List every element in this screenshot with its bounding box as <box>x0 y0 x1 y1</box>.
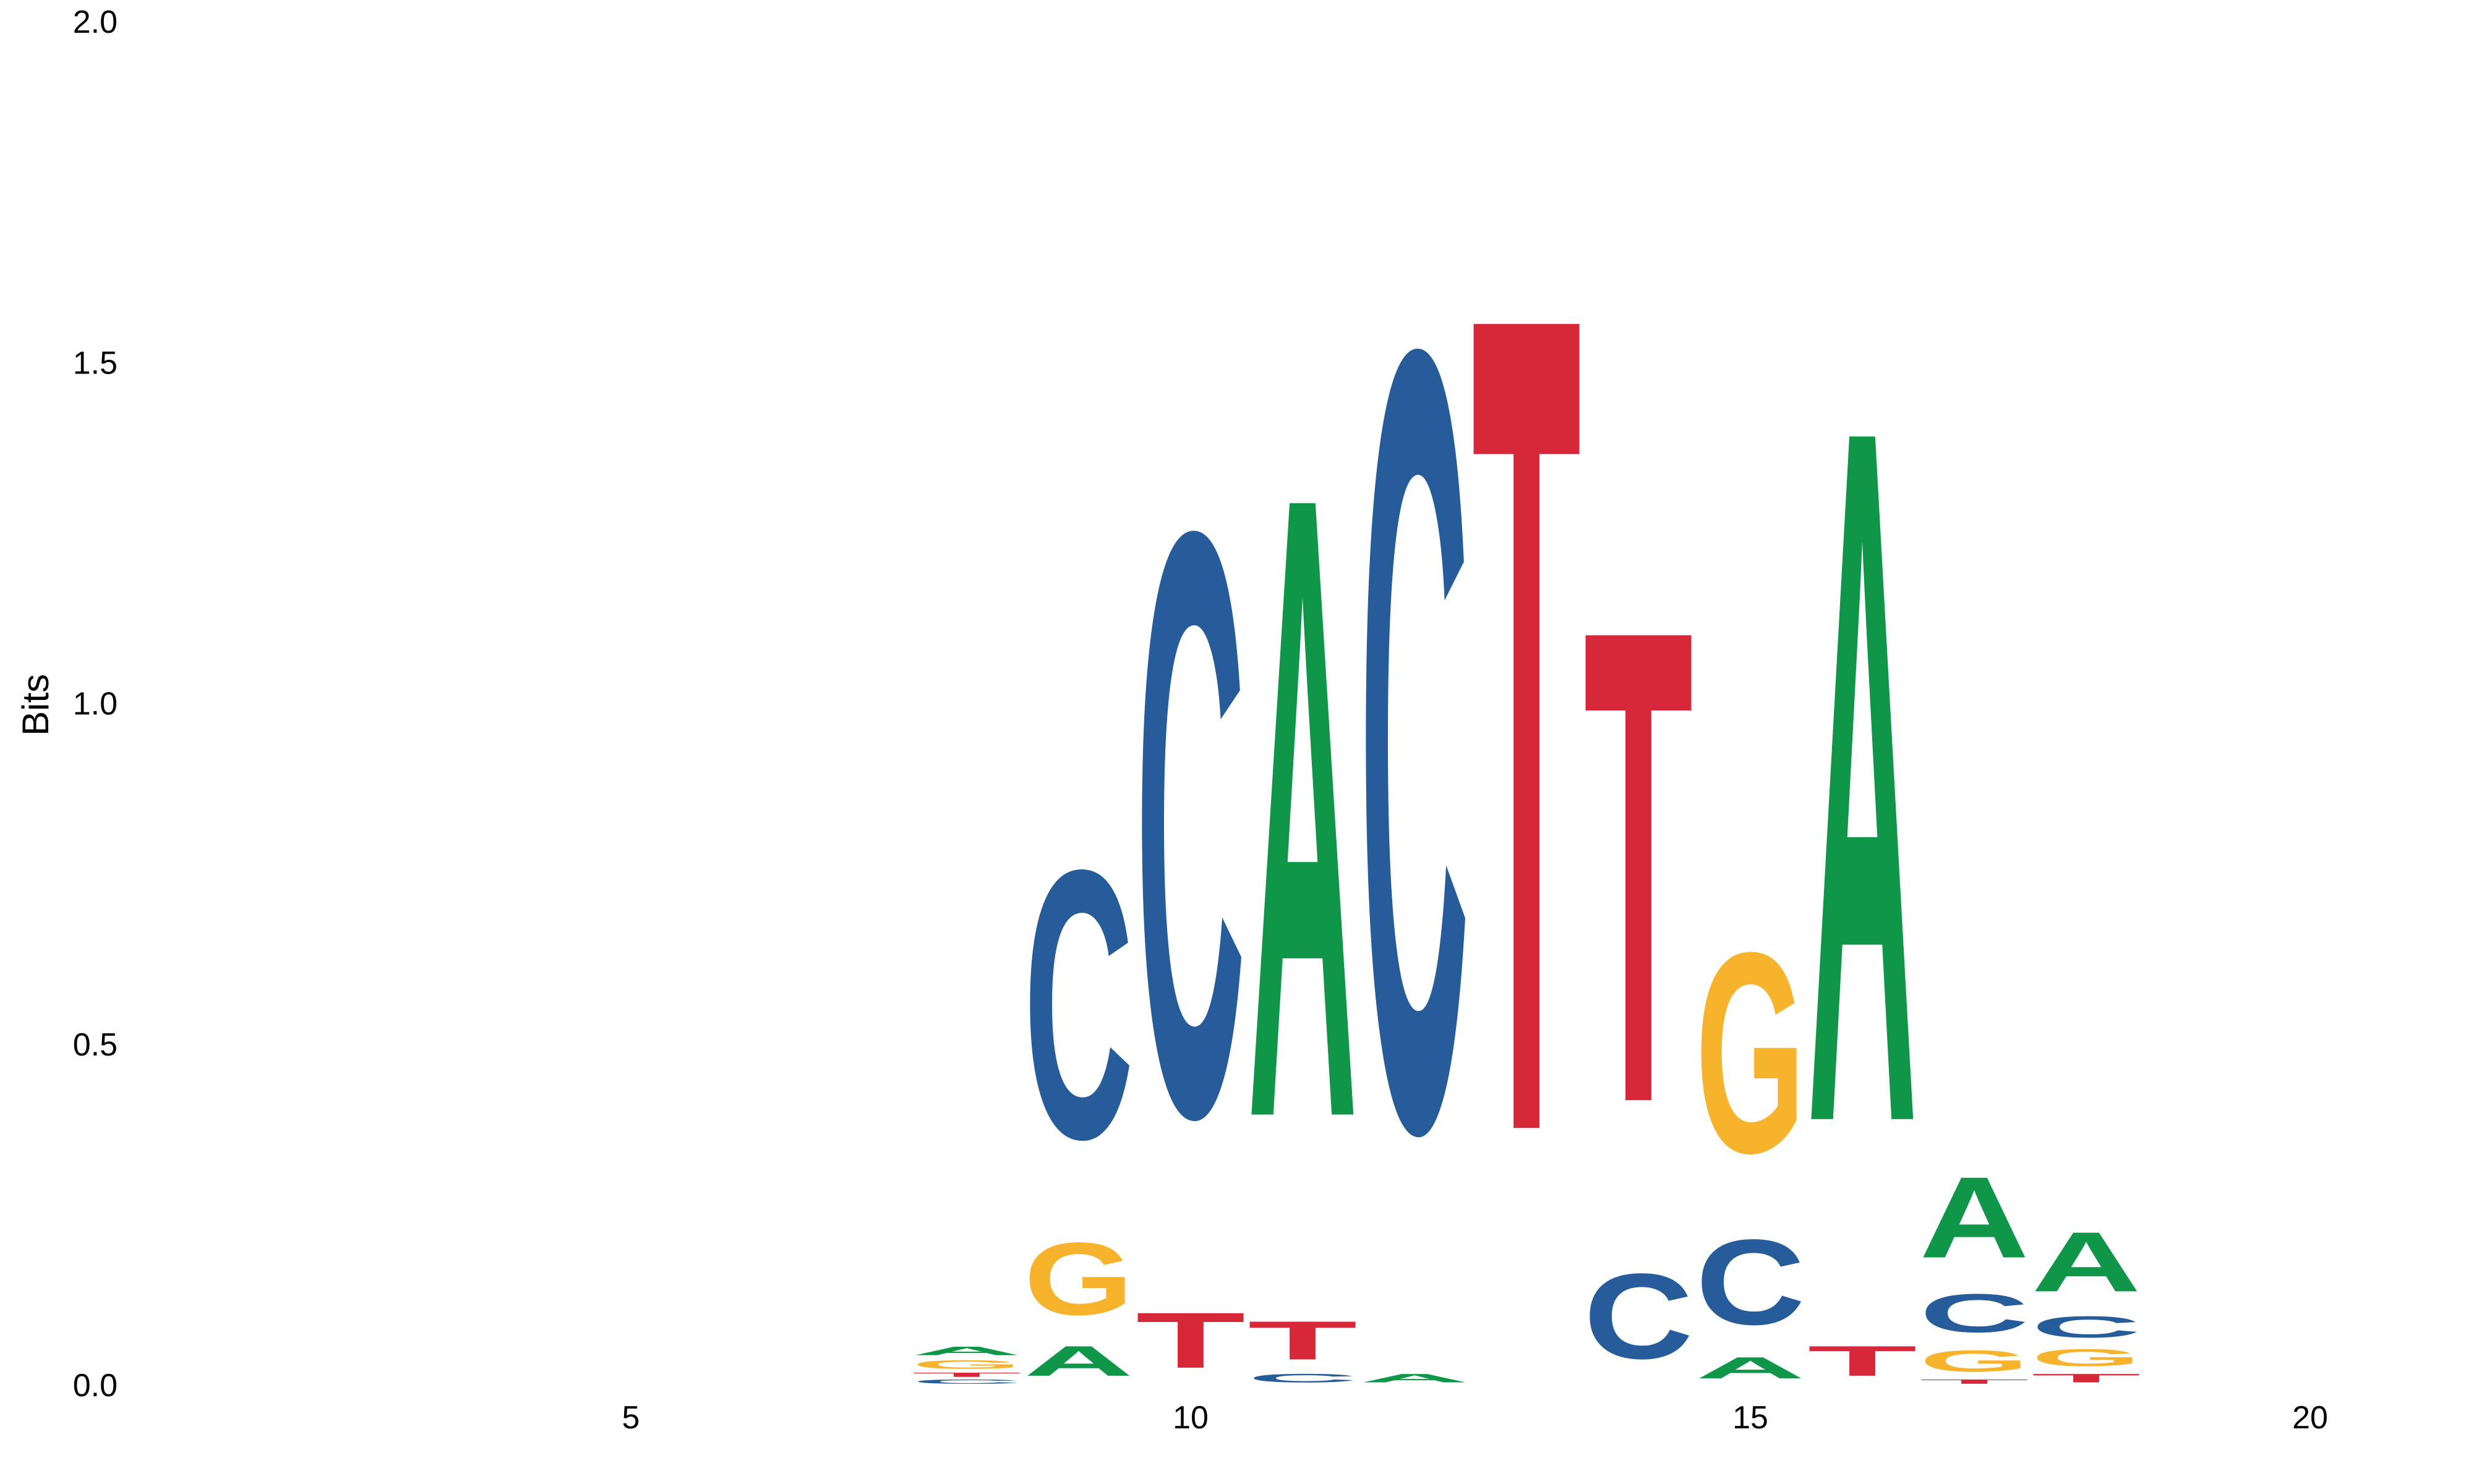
logo-letter-t: T <box>1807 1337 1917 1384</box>
logo-letter-a: A <box>1359 1371 1469 1385</box>
logo-letter-g: G <box>1695 893 1805 1213</box>
logo-letter-t: T <box>1583 489 1693 1244</box>
y-tick-label: 0.0 <box>73 1368 118 1404</box>
logo-letter-a: A <box>2031 1215 2141 1310</box>
logo-letter-a: A <box>1807 222 1917 1330</box>
y-tick-label: 1.5 <box>73 345 118 381</box>
logo-letter-t: T <box>1471 70 1581 1376</box>
logo-letter-t: T <box>1919 1378 2029 1385</box>
y-tick-label: 1.0 <box>73 686 118 722</box>
logo-letter-c: C <box>1695 1215 1805 1350</box>
logo-letter-t: T <box>2031 1371 2141 1385</box>
logo-letter-a: A <box>1695 1351 1805 1385</box>
y-tick-label: 2.0 <box>73 4 118 40</box>
logo-letter-a: A <box>1248 311 1357 1303</box>
logo-letter-c: C <box>1024 790 1133 1219</box>
logo-letter-c: C <box>1359 119 1469 1363</box>
logo-letter-c: C <box>1919 1283 2029 1344</box>
x-tick-label: 10 <box>1173 1400 1209 1436</box>
logo-letter-c: C <box>1248 1371 1357 1385</box>
y-axis-title: Bits <box>15 674 56 736</box>
logo-letter-t: T <box>1136 1296 1245 1384</box>
logo-letter-g: G <box>912 1358 1021 1371</box>
logo-letter-t: T <box>1248 1310 1357 1371</box>
logo-letter-a: A <box>1919 1153 2029 1282</box>
logo-letter-a: A <box>1024 1337 1133 1385</box>
x-tick-label: 15 <box>1732 1400 1768 1436</box>
x-tick-label: 5 <box>622 1400 640 1436</box>
logo-letter-c: C <box>1136 359 1245 1290</box>
logo-letter-c: C <box>1583 1249 1693 1384</box>
logo-letter-g: G <box>1919 1344 2029 1378</box>
logo-letter-a: A <box>912 1344 1021 1358</box>
logo-letter-g: G <box>1024 1221 1133 1337</box>
x-axis-ticks: 5 10 15 20 <box>622 1400 2328 1436</box>
x-tick-label: 20 <box>2292 1400 2328 1436</box>
logo-letter-c: C <box>912 1378 1021 1385</box>
logo-letter-g: G <box>2031 1344 2141 1371</box>
logo-letter-c: C <box>2031 1310 2141 1344</box>
y-axis-ticks: 0.0 0.5 1.0 1.5 2.0 <box>73 4 118 1404</box>
y-tick-label: 0.5 <box>73 1027 118 1063</box>
logo-letter-t: T <box>912 1371 1021 1378</box>
